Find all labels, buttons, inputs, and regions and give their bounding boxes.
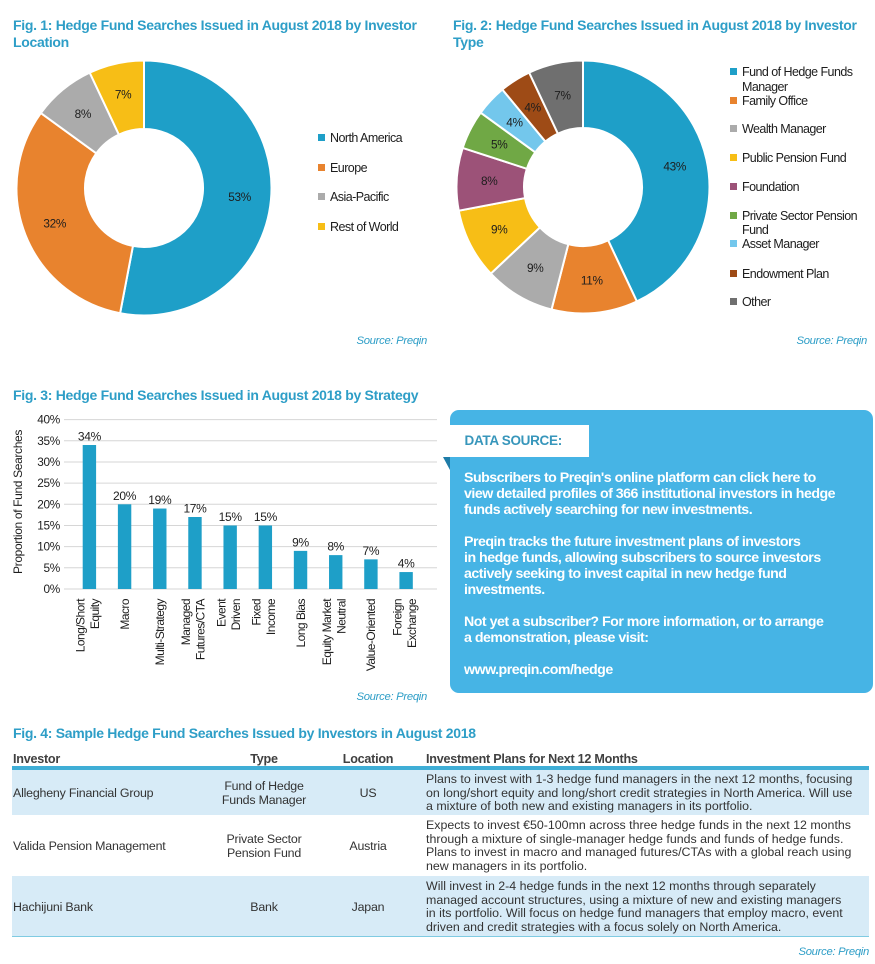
svg-text:20%: 20%	[37, 497, 61, 511]
svg-text:Income: Income	[264, 598, 278, 635]
svg-text:9%: 9%	[491, 223, 508, 237]
svg-text:Macro: Macro	[118, 598, 132, 629]
svg-text:19%: 19%	[148, 493, 172, 507]
svg-text:Futures/CTA: Futures/CTA	[194, 598, 208, 660]
svg-text:Value-Oriented: Value-Oriented	[364, 599, 378, 671]
svg-text:8%: 8%	[75, 107, 92, 121]
svg-text:40%: 40%	[37, 413, 61, 427]
svg-text:15%: 15%	[219, 510, 243, 524]
svg-text:Driven: Driven	[229, 599, 243, 630]
svg-text:32%: 32%	[43, 216, 67, 230]
svg-text:8%: 8%	[481, 174, 498, 188]
svg-text:Multi-Strategy: Multi-Strategy	[153, 598, 167, 665]
svg-text:9%: 9%	[292, 535, 309, 549]
svg-text:4%: 4%	[398, 557, 415, 571]
svg-text:8%: 8%	[327, 540, 344, 554]
svg-text:7%: 7%	[554, 88, 571, 102]
svg-text:15%: 15%	[254, 510, 278, 524]
svg-text:Long/Short: Long/Short	[74, 598, 88, 652]
svg-text:Equity Market: Equity Market	[320, 598, 334, 665]
svg-text:17%: 17%	[183, 502, 207, 516]
svg-text:25%: 25%	[37, 476, 61, 490]
svg-text:34%: 34%	[78, 430, 102, 444]
svg-text:53%: 53%	[228, 190, 252, 204]
svg-text:20%: 20%	[113, 489, 137, 503]
svg-text:Event: Event	[214, 598, 228, 627]
svg-text:5%: 5%	[44, 561, 61, 575]
svg-text:7%: 7%	[363, 544, 380, 558]
svg-text:4%: 4%	[524, 101, 541, 115]
svg-text:Fixed: Fixed	[250, 599, 264, 626]
svg-text:15%: 15%	[37, 519, 61, 533]
svg-text:5%: 5%	[491, 137, 508, 151]
svg-text:7%: 7%	[115, 87, 132, 101]
svg-text:0%: 0%	[44, 582, 61, 596]
svg-text:43%: 43%	[663, 160, 687, 174]
svg-text:Neutral: Neutral	[334, 599, 348, 634]
svg-text:Proportion of Fund Searches: Proportion of Fund Searches	[11, 430, 25, 574]
svg-text:Equity: Equity	[88, 598, 102, 629]
svg-text:Exchange: Exchange	[405, 598, 419, 648]
svg-text:30%: 30%	[37, 455, 61, 469]
svg-text:Long Bias: Long Bias	[294, 598, 308, 647]
svg-text:10%: 10%	[37, 540, 61, 554]
svg-text:9%: 9%	[527, 261, 544, 275]
svg-text:Managed: Managed	[179, 599, 193, 645]
svg-text:Foreign: Foreign	[390, 599, 404, 636]
svg-text:4%: 4%	[506, 116, 523, 130]
svg-text:35%: 35%	[37, 434, 61, 448]
svg-text:11%: 11%	[581, 274, 604, 288]
